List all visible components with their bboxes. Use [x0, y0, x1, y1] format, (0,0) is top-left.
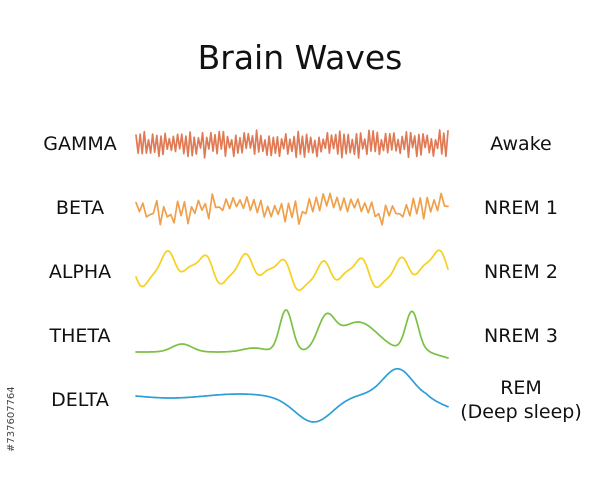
state-text-rem: REM — [500, 377, 542, 399]
state-text-nrem-1: NREM 1 — [484, 197, 558, 219]
delta-wave-line — [135, 367, 449, 423]
state-label-nrem-3: NREM 3 — [452, 324, 590, 348]
wave-row-alpha: ALPHA NREM 2 — [0, 240, 600, 304]
wave-row-delta: DELTA REM (Deep sleep) — [0, 367, 600, 432]
image-credit: #737607764 — [6, 332, 18, 452]
gamma-wave-trace — [135, 129, 449, 159]
beta-wave-line — [135, 192, 449, 226]
wave-row-theta: THETA NREM 3 — [0, 304, 600, 368]
state-text-nrem-2: NREM 2 — [484, 261, 558, 283]
state-label-nrem-1: NREM 1 — [452, 196, 590, 220]
state-text-awake: Awake — [490, 133, 552, 155]
wave-name-delta: DELTA — [51, 389, 109, 411]
image-credit-text: #737607764 — [6, 386, 17, 452]
state-label-rem: REM (Deep sleep) — [452, 376, 590, 424]
alpha-wave-trace — [135, 249, 449, 292]
theta-wave-trace — [135, 309, 449, 359]
wave-row-gamma: GAMMA Awake — [0, 112, 600, 176]
alpha-wave-line — [135, 249, 449, 292]
wave-name-theta: THETA — [49, 325, 111, 347]
wave-name-beta: BETA — [55, 197, 105, 219]
page-title: Brain Waves — [197, 38, 403, 77]
wave-name-gamma: GAMMA — [43, 133, 117, 155]
theta-wave-line — [135, 309, 449, 359]
delta-wave-trace — [135, 367, 449, 423]
state-label-awake: Awake — [452, 132, 590, 156]
gamma-wave-line — [135, 129, 449, 159]
state-label-nrem-2: NREM 2 — [452, 260, 590, 284]
wave-name-alpha: ALPHA — [48, 261, 112, 283]
state-text-nrem-3: NREM 3 — [484, 325, 558, 347]
state-text-deep-sleep: (Deep sleep) — [460, 401, 582, 423]
beta-wave-trace — [135, 192, 449, 226]
wave-row-beta: BETA NREM 1 — [0, 176, 600, 240]
